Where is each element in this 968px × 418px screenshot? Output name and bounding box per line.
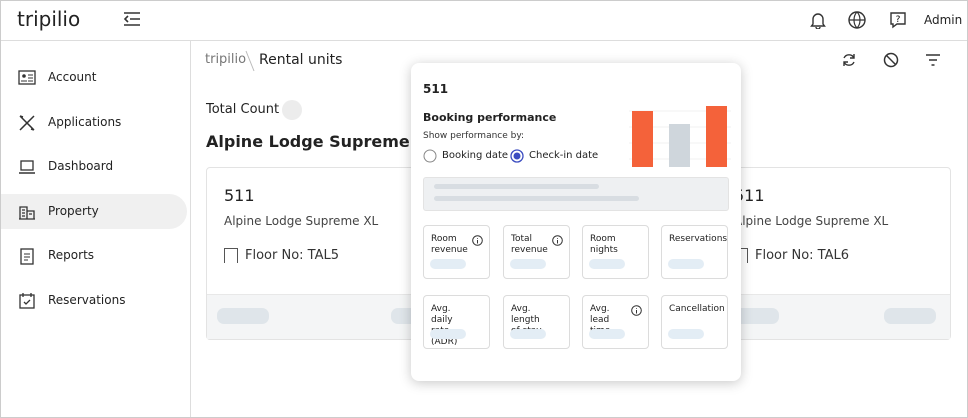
card-floor-icon <box>224 248 238 263</box>
metric-tile[interactable]: Cancellation <box>661 295 728 349</box>
skeleton-box <box>423 177 729 211</box>
metric-tile[interactable]: Room revenue <box>423 225 490 279</box>
skeleton-pill <box>510 259 546 269</box>
top-bar: tripilio ? Admin <box>1 1 967 41</box>
skeleton-pill <box>589 329 625 339</box>
card-floor: Floor No: TAL6 <box>755 248 850 263</box>
popup-title: 511 <box>423 82 449 96</box>
breadcrumb-current: Rental units <box>259 52 343 68</box>
nav-label[interactable]: Account <box>48 70 97 84</box>
metric-tile[interactable]: Room nights <box>582 225 649 279</box>
nav-item[interactable]: Reports <box>1 238 187 273</box>
radio-label[interactable]: Check-in date <box>529 150 599 161</box>
property-name: Alpine Lodge Supreme XL <box>206 132 438 151</box>
skeleton-pill <box>884 308 936 324</box>
info-icon[interactable] <box>472 235 483 246</box>
notifications-icon[interactable] <box>809 11 827 29</box>
help-icon[interactable]: ? <box>889 11 907 29</box>
nav-label[interactable]: Property <box>48 203 99 218</box>
metric-tile[interactable]: Reservations <box>661 225 728 279</box>
skeleton-pill <box>589 259 625 269</box>
card-number: 511 <box>734 186 765 205</box>
refresh-icon[interactable] <box>841 52 857 68</box>
nav-icon <box>18 70 36 85</box>
nav-icon <box>19 114 35 131</box>
card-footer <box>717 294 950 339</box>
radio-unchecked[interactable] <box>423 149 437 163</box>
skeleton-pill <box>430 259 466 269</box>
popup-section: Booking performance <box>423 111 557 124</box>
nav-label[interactable]: Applications <box>48 114 122 129</box>
user-name[interactable]: Admin <box>924 13 963 27</box>
metric-label: Cancellation <box>669 304 725 314</box>
metric-tile[interactable]: Avg. length of stay <box>503 295 570 349</box>
radio-checked[interactable] <box>510 149 524 163</box>
card-name: Alpine Lodge Supreme XL <box>224 214 379 228</box>
skeleton-pill <box>217 308 269 324</box>
total-count-label: Total Count : <box>206 102 288 117</box>
nav-item[interactable]: Dashboard <box>1 149 187 184</box>
breadcrumb-root[interactable]: tripilio <box>205 52 247 67</box>
breadcrumb-separator <box>245 50 255 72</box>
skeleton-pill <box>668 259 704 269</box>
language-icon[interactable] <box>848 11 866 29</box>
total-count-loader <box>282 100 302 120</box>
property-card[interactable]: 511 Alpine Lodge Supreme XL Floor No: TAL6 <box>716 167 951 340</box>
metric-tile[interactable]: Avg. lead time <box>582 295 649 349</box>
skeleton-pill <box>668 329 704 339</box>
metric-label: Room revenue <box>431 234 468 255</box>
sidebar: Account Applications Dashboard Property Repo… <box>1 41 191 417</box>
nav-item[interactable]: Applications <box>1 105 187 140</box>
card-name: Alpine Lodge Supreme XL <box>734 214 889 228</box>
filter-icon[interactable] <box>925 53 941 67</box>
booking-popup: 511 Booking performance Show performance… <box>411 63 741 381</box>
nav-item[interactable]: Account <box>1 60 187 95</box>
show-by-label: Show performance by: <box>423 131 525 141</box>
svg-text:?: ? <box>896 15 901 25</box>
block-icon[interactable] <box>883 52 899 68</box>
info-icon[interactable] <box>552 235 563 246</box>
metric-label: Room nights <box>590 234 618 255</box>
logo[interactable]: tripilio <box>17 7 81 31</box>
radio-label[interactable]: Booking date <box>442 150 509 161</box>
nav-item[interactable]: Property <box>1 193 187 229</box>
nav-icon <box>19 206 35 220</box>
nav-icon <box>20 248 34 266</box>
nav-item[interactable]: Reservations <box>1 283 187 318</box>
card-floor: Floor No: TAL5 <box>245 248 340 263</box>
info-icon[interactable] <box>631 305 642 316</box>
nav-icon <box>19 160 35 174</box>
menu-toggle[interactable] <box>123 11 141 27</box>
nav-icon <box>19 293 35 309</box>
metric-tile[interactable]: Avg. daily rate (ADR) <box>423 295 490 349</box>
metric-tile[interactable]: Total revenue <box>503 225 570 279</box>
nav-label[interactable]: Dashboard <box>48 159 114 174</box>
metric-label: Reservations <box>669 234 728 244</box>
chart-illustration <box>629 106 731 167</box>
skeleton-pill <box>430 329 466 339</box>
nav-label[interactable]: Reservations <box>48 293 126 307</box>
nav-label[interactable]: Reports <box>48 248 95 263</box>
metric-label: Total revenue <box>511 234 548 255</box>
metric-label: Avg. daily rate (ADR) <box>431 304 458 347</box>
card-number: 511 <box>224 186 255 205</box>
skeleton-pill <box>510 329 546 339</box>
